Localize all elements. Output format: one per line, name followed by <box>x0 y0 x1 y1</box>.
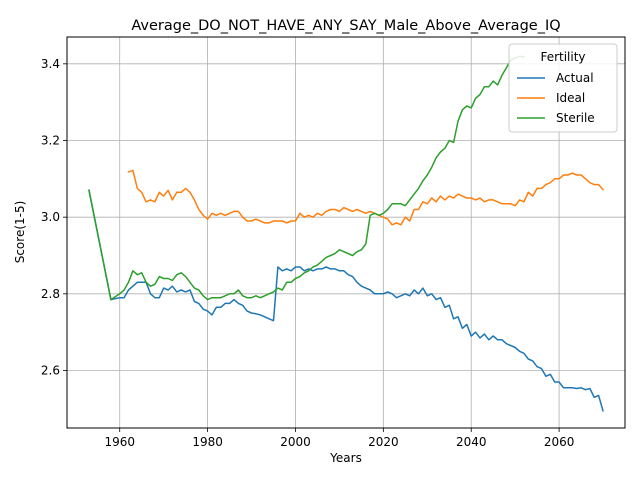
chart-title: Average_DO_NOT_HAVE_ANY_SAY_Male_Above_A… <box>131 18 560 34</box>
legend-label-actual: Actual <box>556 71 594 85</box>
y-tick-label: 3.4 <box>41 57 60 71</box>
x-axis-ticks: 1960 1980 2000 2020 2040 2060 <box>104 428 574 449</box>
series-line-sterile <box>88 55 525 301</box>
y-tick-label: 3.0 <box>41 210 60 224</box>
y-tick-label: 3.2 <box>41 134 60 148</box>
plot-frame <box>66 36 626 429</box>
legend-label-sterile: Sterile <box>556 111 595 125</box>
x-tick-label: 2000 <box>280 435 311 449</box>
x-tick-label: 1980 <box>192 435 223 449</box>
legend: Fertility Actual Ideal Sterile <box>508 43 618 133</box>
x-tick-label: 1960 <box>104 435 135 449</box>
x-tick-label: 2040 <box>456 435 487 449</box>
y-axis-ticks: 2.6 2.8 3.0 3.2 3.4 <box>41 57 67 378</box>
series-line-ideal <box>127 169 605 226</box>
y-axis-label: Score(1-5) <box>13 201 27 264</box>
legend-label-ideal: Ideal <box>556 91 585 105</box>
x-tick-label: 2060 <box>544 435 575 449</box>
x-axis-label: Years <box>329 451 362 465</box>
legend-box <box>508 43 618 133</box>
x-tick-label: 2020 <box>368 435 399 449</box>
y-tick-label: 2.6 <box>41 364 60 378</box>
series-layer <box>88 55 605 412</box>
y-tick-label: 2.8 <box>41 287 60 301</box>
series-line-actual <box>88 189 604 412</box>
legend-title: Fertility <box>540 50 585 64</box>
legend-items: Actual Ideal Sterile <box>517 71 595 125</box>
